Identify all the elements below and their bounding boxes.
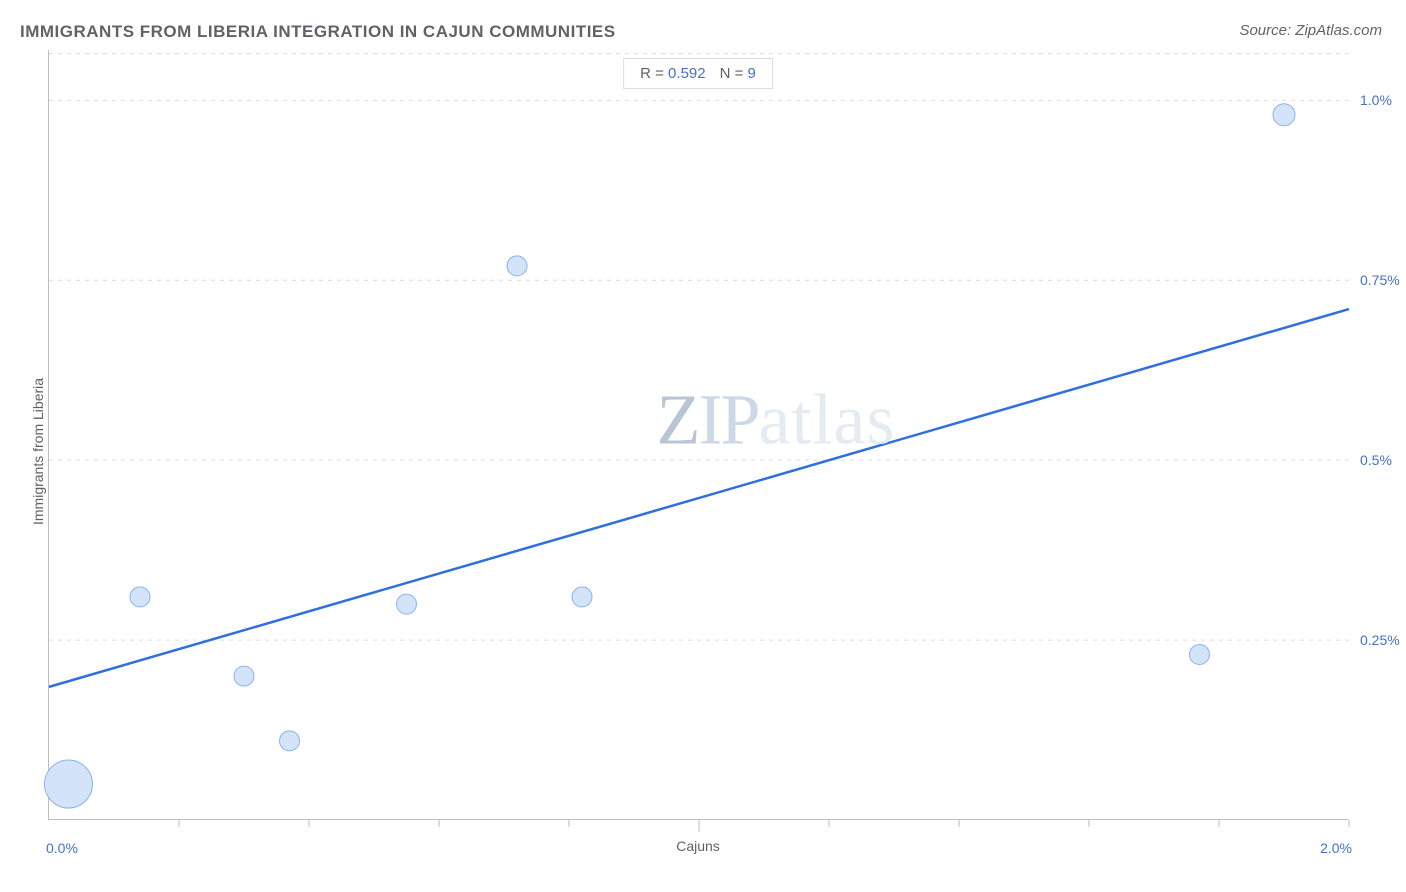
- y-tick-label: 0.25%: [1360, 632, 1400, 648]
- chart-title: IMMIGRANTS FROM LIBERIA INTEGRATION IN C…: [20, 22, 616, 42]
- x-tick-label: 0.0%: [46, 840, 78, 856]
- y-axis-label: Immigrants from Liberia: [30, 378, 46, 525]
- source-label: Source: ZipAtlas.com: [1239, 22, 1382, 39]
- y-tick-label: 0.5%: [1360, 452, 1392, 468]
- stat-r-label: R =: [640, 65, 668, 82]
- y-tick-label: 0.75%: [1360, 272, 1400, 288]
- y-tick-label: 1.0%: [1360, 92, 1392, 108]
- x-axis-label: Cajuns: [676, 838, 720, 854]
- stat-n-label: N =: [720, 65, 748, 82]
- scatter-plot: [48, 50, 1348, 820]
- x-tick-label: 2.0%: [1320, 840, 1352, 856]
- stat-n-value: 9: [748, 65, 756, 82]
- stat-r-value: 0.592: [668, 65, 706, 82]
- stat-box: R = 0.592 N = 9: [623, 58, 773, 89]
